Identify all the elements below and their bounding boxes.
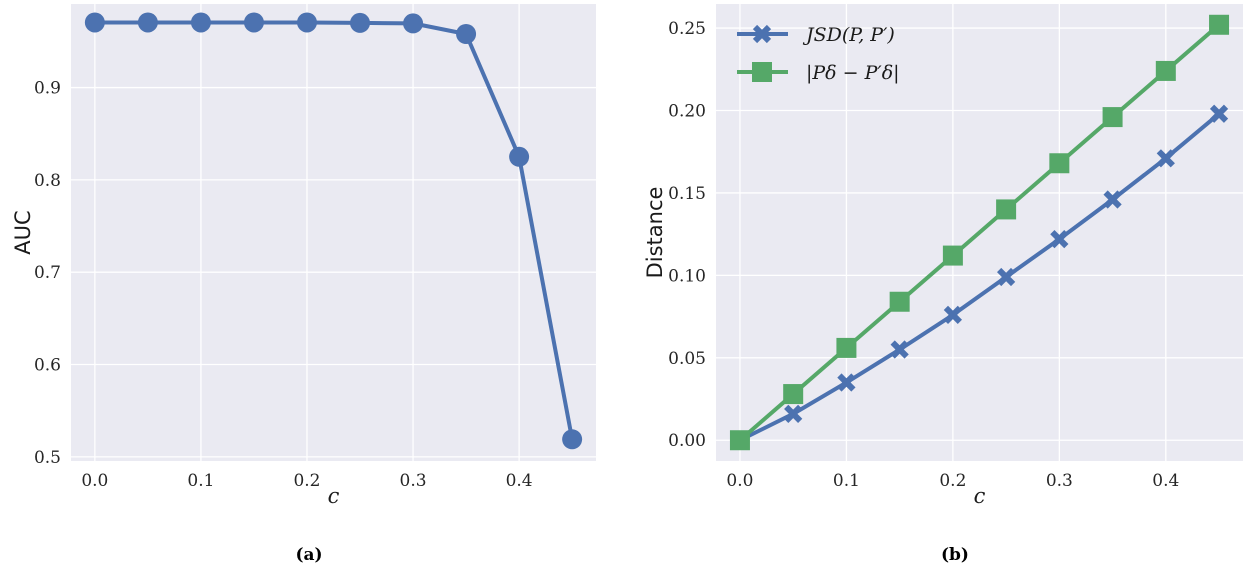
x-axis-label-a: c: [328, 484, 340, 508]
caption-a: (a): [295, 545, 322, 565]
data-point: [1050, 229, 1069, 249]
data-point: [403, 13, 424, 34]
plot-area-a: [71, 4, 596, 461]
data-point: [942, 245, 963, 266]
x-tick-label: 0.0: [81, 471, 108, 491]
x-tick-label: 0.1: [833, 471, 860, 491]
legend-label-pdelta: |Pδ − P′δ|: [806, 62, 900, 84]
data-point: [1103, 190, 1122, 209]
data-point: [1209, 104, 1229, 123]
data-point: [243, 12, 264, 33]
x-tick-label: 0.2: [939, 471, 966, 491]
data-point: [137, 12, 158, 33]
data-point: [996, 199, 1017, 220]
x-tick-label: 0.4: [1152, 471, 1179, 491]
y-tick-label: 0.10: [668, 266, 706, 286]
legend-marker-x: [752, 24, 772, 44]
data-point: [84, 12, 105, 33]
y-tick-label: 0.20: [668, 102, 706, 122]
y-tick-label: 0.5: [34, 448, 61, 468]
y-tick-labels-a: 0.5 0.6 0.7 0.8 0.9: [34, 79, 61, 468]
y-tick-label: 0.9: [34, 79, 61, 99]
legend-b: JSD(P, P′) |Pδ − P′δ|: [737, 24, 900, 84]
x-tick-label: 0.3: [1046, 471, 1073, 491]
data-point: [296, 12, 317, 33]
data-point: [190, 12, 211, 33]
series-line-b-0: [739, 112, 1221, 443]
data-point: [1102, 107, 1123, 128]
data-point: [943, 305, 963, 325]
data-point: [784, 404, 803, 423]
panel-b: 0.0 0.1 0.2 0.3 0.4 0.00 0.05 0.10 0.15 0.20 0.25…: [643, 4, 1243, 565]
legend-marker-pdelta: [752, 62, 772, 82]
data-point: [350, 12, 371, 33]
x-tick-labels-b: 0.0 0.1 0.2 0.3 0.4: [726, 471, 1179, 491]
data-point: [889, 291, 910, 312]
series-line-a-0: [94, 20, 575, 440]
x-tick-label: 0.1: [187, 471, 214, 491]
data-point: [456, 24, 477, 45]
data-point: [1049, 153, 1070, 174]
y-tick-label: 0.8: [34, 171, 61, 191]
y-tick-labels-b: 0.00 0.05 0.10 0.15 0.20 0.25: [668, 19, 706, 451]
series-line-b-1: [738, 23, 1221, 442]
y-tick-label: 0.7: [34, 263, 61, 283]
data-point: [996, 267, 1016, 287]
data-point: [1209, 14, 1230, 35]
caption-b: (b): [941, 545, 969, 565]
data-point: [1156, 149, 1175, 168]
data-point: [562, 429, 583, 450]
legend-marker-jsd: [752, 24, 772, 44]
y-tick-label: 0.00: [668, 431, 706, 451]
data-point: [729, 430, 750, 451]
data-point: [783, 384, 804, 405]
x-tick-label: 0.2: [293, 471, 320, 491]
data-point: [509, 146, 530, 167]
data-point: [1155, 60, 1176, 81]
y-axis-label-a: AUC: [11, 210, 35, 254]
x-tick-label: 0.4: [506, 471, 533, 491]
legend-label-jsd: JSD(P, P′): [802, 24, 895, 46]
y-tick-label: 0.05: [668, 349, 706, 369]
grid-a: [71, 4, 596, 461]
data-point: [836, 337, 857, 358]
series-b: [729, 14, 1230, 451]
panel-a: 0.0 0.1 0.2 0.3 0.4 0.5 0.6 0.7 0.8 0.9 c AUC (a…: [11, 4, 596, 565]
x-tick-label: 0.0: [726, 471, 753, 491]
y-tick-label: 0.6: [34, 356, 61, 376]
y-axis-label-b: Distance: [643, 187, 667, 279]
y-tick-label: 0.15: [668, 184, 706, 204]
x-tick-label: 0.3: [400, 471, 427, 491]
x-tick-labels-a: 0.0 0.1 0.2 0.3 0.4: [81, 471, 532, 491]
y-tick-label: 0.25: [668, 19, 706, 39]
x-axis-label-b: c: [974, 484, 986, 508]
series-a: [84, 12, 583, 450]
data-point: [837, 373, 856, 392]
legend-marker-square: [752, 62, 772, 82]
data-point: [890, 340, 909, 359]
